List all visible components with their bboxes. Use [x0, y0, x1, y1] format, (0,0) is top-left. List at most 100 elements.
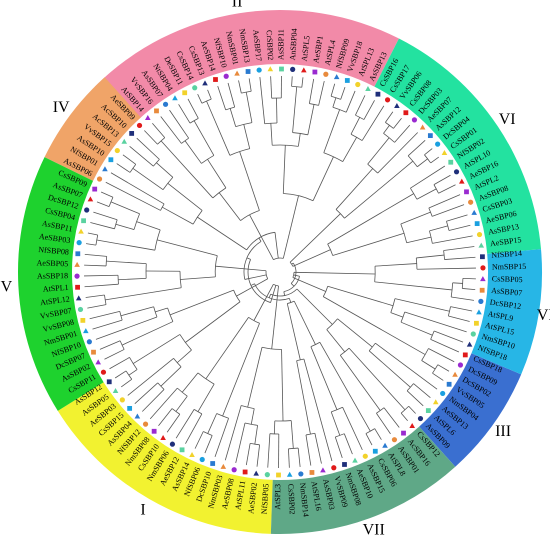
- leaf-marker: [129, 131, 135, 136]
- branch: [385, 111, 394, 123]
- branch: [437, 364, 450, 372]
- leaf-marker: [457, 362, 464, 368]
- branch: [429, 225, 448, 232]
- branch: [307, 104, 315, 135]
- branch: [207, 159, 227, 189]
- leaf-marker: [411, 117, 418, 123]
- branch: [197, 216, 247, 251]
- branch: [121, 321, 174, 346]
- branch: [428, 348, 455, 363]
- group-label-III: III: [495, 423, 511, 440]
- leaf-marker: [80, 317, 86, 323]
- branch: [92, 319, 123, 330]
- leaf-marker: [480, 254, 485, 260]
- leaf-marker: [189, 451, 195, 457]
- branch: [185, 301, 241, 343]
- branch: [330, 83, 336, 97]
- branch: [443, 246, 475, 251]
- branch: [400, 321, 433, 336]
- branch: [197, 383, 215, 412]
- branch: [344, 160, 414, 219]
- group-label-V: V: [1, 278, 13, 295]
- leaf-marker: [382, 442, 388, 448]
- leaf-marker: [276, 472, 281, 478]
- branch: [167, 183, 203, 211]
- branch: [337, 318, 373, 348]
- branch-arc: [335, 433, 345, 438]
- leaf-label: AsSBP11: [276, 29, 285, 60]
- leaf-label: CrSBP02: [265, 30, 275, 61]
- leaf-marker: [253, 470, 259, 476]
- leaf-label: AsSBP07: [491, 286, 523, 298]
- branch: [310, 346, 338, 410]
- leaf-marker: [106, 379, 112, 385]
- leaf-marker: [468, 199, 474, 205]
- branch: [156, 162, 174, 178]
- leaf-marker: [425, 408, 431, 413]
- group-label-IV: IV: [53, 99, 70, 116]
- group-sector-IV: [44, 77, 141, 181]
- branch: [400, 412, 408, 422]
- leaf-marker: [435, 141, 441, 147]
- branch-arc: [119, 311, 123, 321]
- leaf-marker: [77, 306, 84, 313]
- leaf-marker: [121, 138, 128, 144]
- branch: [106, 260, 147, 265]
- branch-arc: [177, 387, 188, 397]
- branch-arc: [450, 282, 454, 298]
- branch: [218, 192, 241, 221]
- branch: [334, 436, 343, 458]
- branch: [430, 339, 460, 353]
- branch-arc: [383, 133, 395, 143]
- leaf-marker: [245, 69, 251, 74]
- leaf-marker: [391, 437, 398, 443]
- branch: [222, 323, 260, 417]
- branch: [245, 443, 251, 466]
- tree-branches: [84, 76, 476, 468]
- branch: [104, 349, 125, 360]
- leaf-marker: [75, 284, 80, 290]
- branch: [432, 235, 473, 244]
- leaf-marker: [471, 209, 477, 215]
- leaf-marker: [179, 447, 185, 453]
- branch: [296, 360, 311, 435]
- branch-arc: [289, 261, 294, 267]
- leaf-marker: [160, 434, 166, 440]
- branch: [175, 395, 188, 412]
- leaf-marker: [74, 261, 80, 267]
- branch: [293, 300, 316, 345]
- branch: [87, 304, 107, 309]
- leaf-label: NfSBP14: [491, 249, 522, 260]
- leaf-marker: [134, 413, 141, 419]
- branch: [206, 100, 231, 156]
- branch: [293, 271, 376, 275]
- leaf-marker: [464, 189, 469, 195]
- leaf-marker: [365, 86, 371, 92]
- branch-arc: [461, 278, 464, 289]
- branch: [301, 77, 304, 88]
- leaf-marker: [119, 397, 125, 403]
- leaf-marker: [409, 423, 415, 429]
- branch: [270, 123, 273, 146]
- branch: [128, 369, 138, 376]
- leaf-marker: [213, 77, 218, 82]
- branch: [162, 206, 194, 225]
- branch-arc: [160, 203, 165, 211]
- leaf-marker: [172, 95, 178, 101]
- leaf-marker: [75, 295, 82, 301]
- branch: [90, 222, 115, 230]
- branch: [96, 201, 110, 207]
- branch: [118, 277, 147, 281]
- leaf-marker: [476, 231, 483, 238]
- branch: [185, 413, 203, 444]
- branch: [283, 291, 286, 296]
- leaf-marker: [403, 110, 409, 116]
- branch-arc: [290, 262, 297, 284]
- branch: [432, 372, 444, 381]
- branch: [227, 82, 236, 108]
- group-label-VII: VII: [363, 521, 385, 538]
- branch: [207, 89, 212, 100]
- leaf-label: DcSBP12: [489, 298, 522, 311]
- leaf-marker: [298, 471, 304, 477]
- leaf-label: NfSBP08: [38, 245, 69, 257]
